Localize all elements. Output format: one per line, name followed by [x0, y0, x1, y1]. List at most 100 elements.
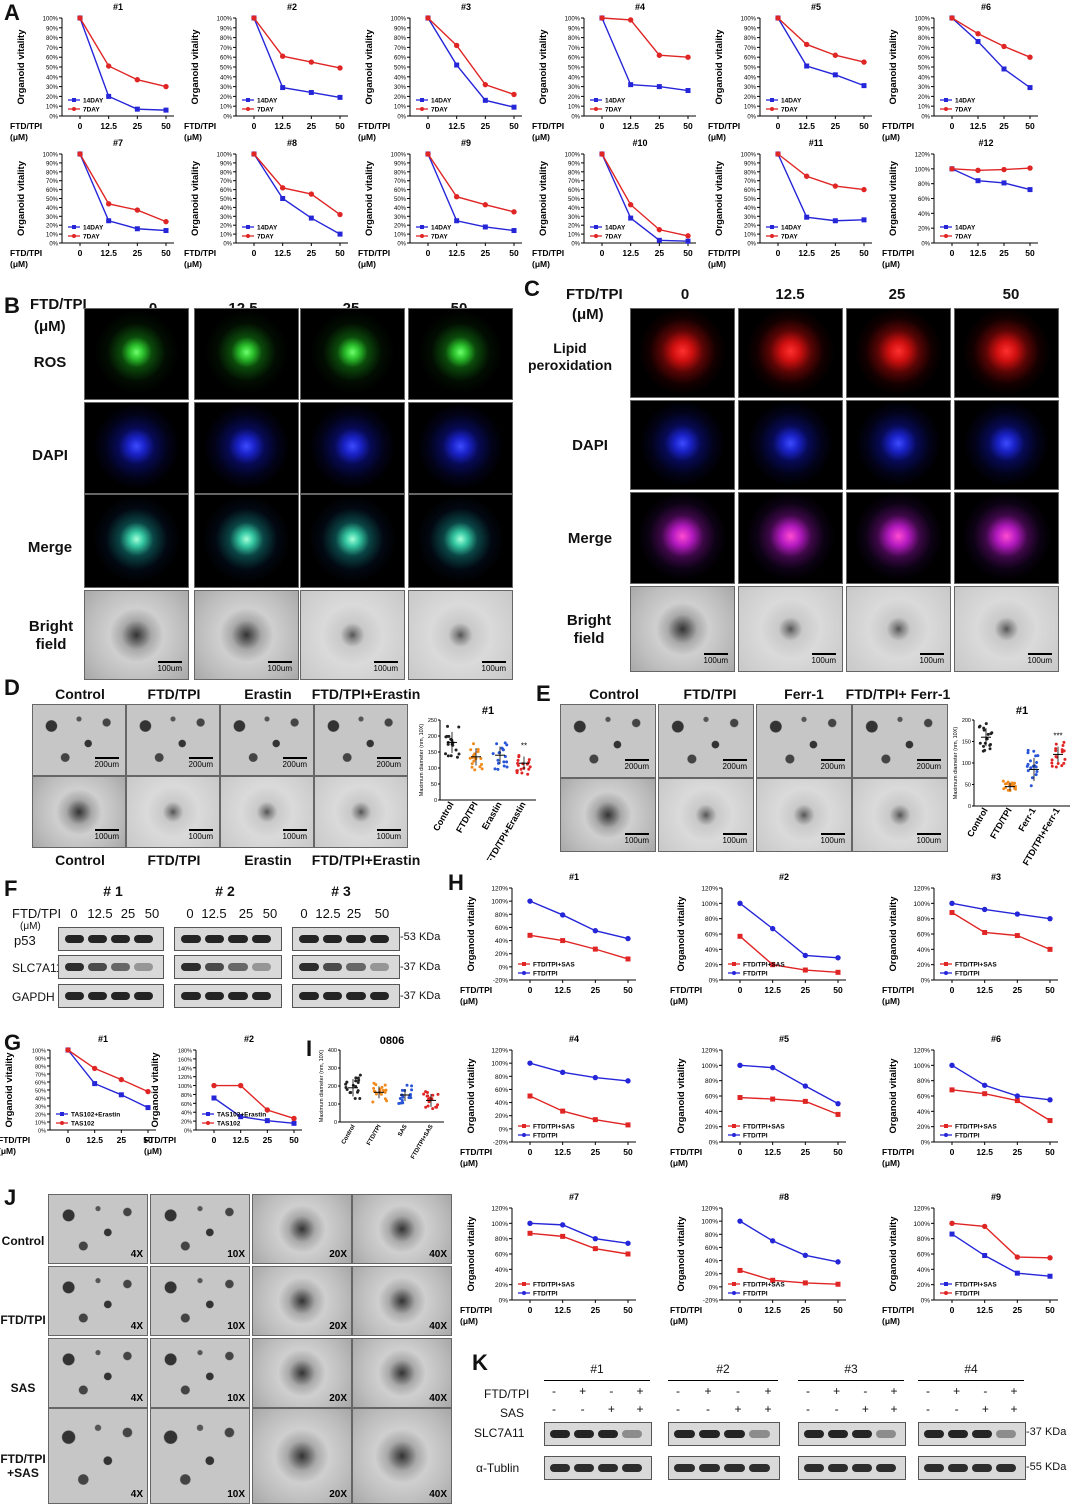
panel-d-bottom-image-2: 100um — [220, 776, 314, 848]
h2-series-0-point — [835, 969, 841, 975]
g1-ytick-label: 100% — [32, 1049, 46, 1055]
h4-xtick-label: 25 — [591, 1147, 601, 1157]
a8-chart: #8 0% 10% 20% 30% 40% 50% 60% 70% 80% 90% 100% 0 12.5… — [184, 138, 348, 269]
panel-d-bottom-col-0: Control — [55, 852, 105, 868]
h9-legend-marker — [944, 1291, 948, 1295]
panel-i-plot-point — [357, 1078, 361, 1082]
a7-legend-label: 14DAY — [83, 225, 104, 232]
h1-ytick-label: 40% — [495, 938, 508, 945]
panel-d-plot-ytick-label: 0 — [434, 798, 437, 804]
panel-e-plot-title: #1 — [1016, 705, 1028, 717]
panel-d-plot-point — [516, 758, 520, 762]
panel-d-plot-point — [457, 752, 461, 756]
a11-ytick-label: 10% — [744, 233, 757, 239]
a10-xtick-label: 0 — [600, 248, 605, 258]
panel-d-plot-point — [446, 724, 450, 728]
panel-k-sas-sign: + — [636, 1402, 644, 1416]
panel-i-plot-point — [422, 1092, 426, 1096]
panel-k-sas-sign: + — [607, 1402, 615, 1416]
g1-series-0-line — [67, 1049, 149, 1109]
panel-i-plot-xcat: Control — [341, 1124, 357, 1146]
g1-legend-label: TAS102 — [71, 1121, 95, 1128]
panel-i-plot-point — [405, 1083, 409, 1087]
panel-j-image-r1-c0: 4X — [48, 1266, 148, 1336]
a6-series-1-point — [949, 15, 955, 21]
panel-d-bottom-col-1: FTD/TPI — [147, 852, 201, 868]
panel-f-dose-0-1: 12.5 — [87, 906, 113, 921]
panel-i-plot-point — [431, 1093, 435, 1097]
a11-yaxis-label: Organoid vitality — [714, 160, 725, 236]
panel-f-band — [134, 935, 153, 943]
a10-xtick-label: 25 — [655, 248, 665, 258]
a12-legend-label: 7DAY — [955, 234, 972, 241]
h8-chart: #8 -20% 0% 20% 40% 60% 80% 100% 120% 0 12.5 25 50 FTD… — [670, 1192, 846, 1326]
panel-i-plot-point — [348, 1091, 352, 1095]
a3-xaxis-unit: (μM) — [358, 132, 376, 142]
a10-series-1-point — [627, 202, 634, 208]
a11-xtick-label: 0 — [776, 248, 781, 258]
a6-ytick-label: 50% — [918, 66, 931, 72]
a9-series-0-line — [427, 153, 515, 232]
a7-legend-label: 7DAY — [83, 234, 100, 241]
panel-f-band — [299, 992, 319, 1000]
panel-letter-e: E — [536, 681, 551, 706]
a10-ytick-label: 20% — [568, 224, 581, 230]
a9-legend-label: 14DAY — [431, 225, 452, 232]
panel-k-ftd-sign: + — [1010, 1384, 1018, 1398]
h8-xtick-label: 25 — [801, 1305, 811, 1315]
h5-xaxis-unit: (μM) — [670, 1158, 688, 1168]
panel-f-band — [88, 992, 107, 1000]
panel-d-plot-point — [455, 755, 459, 759]
panel-e-plot-point — [1060, 764, 1064, 768]
a10-series-1-point — [599, 151, 605, 157]
a11-chart: #11 0% 10% 20% 30% 40% 50% 60% 70% 80% 90% 100% 0 12.… — [708, 138, 872, 269]
a3-ytick-label: 60% — [394, 56, 407, 62]
h4-xaxis-label: FTD/TPI — [460, 1147, 492, 1157]
h8-ytick-label: 80% — [705, 1232, 718, 1239]
panel-i-plot-ylabel: Maximum diameter (nm, 10X) — [319, 1050, 325, 1123]
h1-xaxis-label: FTD/TPI — [460, 985, 492, 995]
panel-f-dose-2-0: 0 — [300, 906, 308, 921]
panel-f-dose-2-1: 12.5 — [315, 906, 341, 921]
panel-e-plot-point — [1060, 750, 1064, 754]
a10-ytick-label: 30% — [568, 215, 581, 221]
h6-xtick-label: 0 — [950, 1147, 955, 1157]
h6-ytick-label: 100% — [913, 1063, 930, 1070]
a8-ytick-label: 100% — [217, 153, 233, 159]
h6-ytick-label: 20% — [917, 1124, 930, 1131]
h9-xaxis-unit: (μM) — [882, 1316, 900, 1326]
a8-ytick-label: 20% — [220, 224, 233, 230]
h9-ytick-label: 40% — [917, 1267, 930, 1274]
panel-d-plot-point — [503, 741, 507, 745]
h5-xtick-label: 25 — [801, 1147, 811, 1157]
h8-ytick-label: 40% — [705, 1258, 718, 1265]
h1-chart: #1 -20% 0% 20% 40% 60% 80% 100% 120% 0 12.5 25 50 FTD… — [460, 872, 636, 1006]
panel-c-image-r2-c3 — [954, 492, 1059, 584]
panel-j-row-1: FTD/TPI — [0, 1313, 46, 1327]
h5-series-1-point — [737, 1062, 743, 1069]
a11-ytick-label: 30% — [744, 215, 757, 221]
h1-title: #1 — [569, 872, 579, 882]
a8-series-1-point — [251, 151, 257, 157]
a2-series-0-point — [308, 89, 314, 95]
g2-legend-marker — [206, 1112, 210, 1116]
panel-j-mag-label: 40X — [429, 1249, 447, 1260]
a1-xtick-label: 0 — [78, 121, 83, 131]
h8-ytick-label: 120% — [701, 1206, 718, 1213]
h6-ytick-label: 0% — [921, 1140, 931, 1147]
g2-series-1-point — [264, 1107, 271, 1113]
h6-series-0-point — [1014, 1098, 1020, 1104]
g1-series-1-point — [145, 1088, 151, 1095]
panel-i-plot-point — [383, 1083, 387, 1087]
h9-xtick-label: 0 — [950, 1305, 955, 1315]
a7-series-1-point — [77, 151, 83, 157]
panel-letter-j: J — [4, 1185, 17, 1210]
a10-ytick-label: 90% — [568, 161, 581, 167]
h5-series-1-line — [739, 1064, 839, 1105]
panel-c-image-r2-c2 — [846, 492, 951, 584]
panel-e-col-0: Control — [589, 686, 639, 702]
panel-h-charts: #1 -20% 0% 20% 40% 60% 80% 100% 120% 0 12.5 25 50 FTD… — [460, 872, 1058, 1326]
h1-xtick-label: 25 — [591, 985, 601, 995]
h5-legend-marker — [732, 1124, 736, 1128]
panel-e-plot-point — [1050, 758, 1054, 762]
